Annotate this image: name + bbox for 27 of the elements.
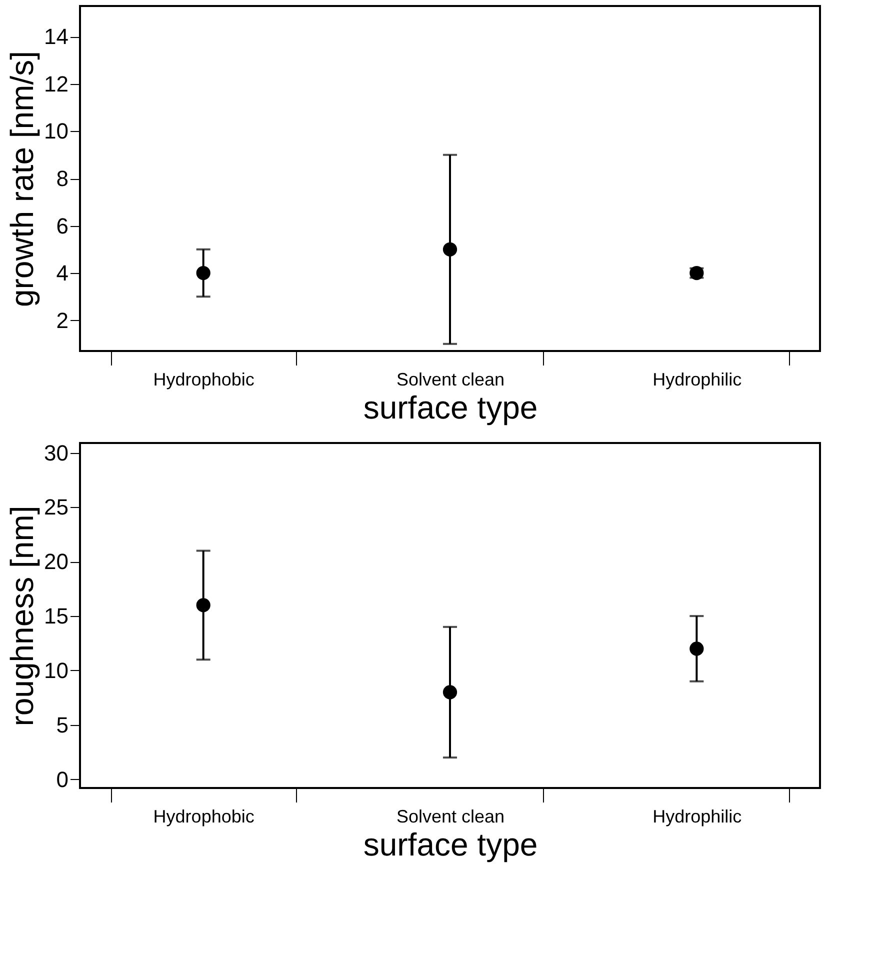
y-tick-label: 8 — [56, 166, 68, 191]
y-axis-title: growth rate [nm/s] — [4, 50, 40, 308]
x-axis-title: surface type — [363, 826, 538, 862]
y-tick-label: 10 — [44, 658, 68, 683]
point — [690, 642, 704, 656]
y-tick-label: 2 — [56, 308, 68, 333]
point — [196, 598, 210, 612]
y-tick-label: 30 — [44, 440, 68, 466]
y-tick-label: 10 — [44, 118, 68, 144]
y-tick-label: 0 — [56, 766, 68, 792]
x-tick-label: Hydrophobic — [153, 370, 254, 390]
y-tick-label: 6 — [56, 213, 68, 238]
y-tick-label: 25 — [44, 494, 68, 520]
point — [442, 685, 458, 700]
x-tick-label: Hydrophilic — [652, 370, 742, 390]
x-tick-label: Hydrophobic — [153, 806, 254, 826]
x-tick-label: Hydrophilic — [652, 806, 742, 826]
y-tick-label: 12 — [44, 71, 68, 96]
y-tick-label: 14 — [44, 24, 68, 50]
y-tick-label: 5 — [56, 712, 68, 738]
y-tick-label: 4 — [56, 260, 68, 286]
x-tick-label: Solvent clean — [396, 370, 505, 390]
y-axis-title: roughness [nm] — [4, 506, 40, 726]
x-axis-title: surface type — [363, 390, 538, 426]
y-tick-label: 15 — [44, 604, 68, 629]
y-tick-label: 20 — [44, 549, 68, 574]
x-tick-label: Solvent clean — [396, 806, 505, 826]
